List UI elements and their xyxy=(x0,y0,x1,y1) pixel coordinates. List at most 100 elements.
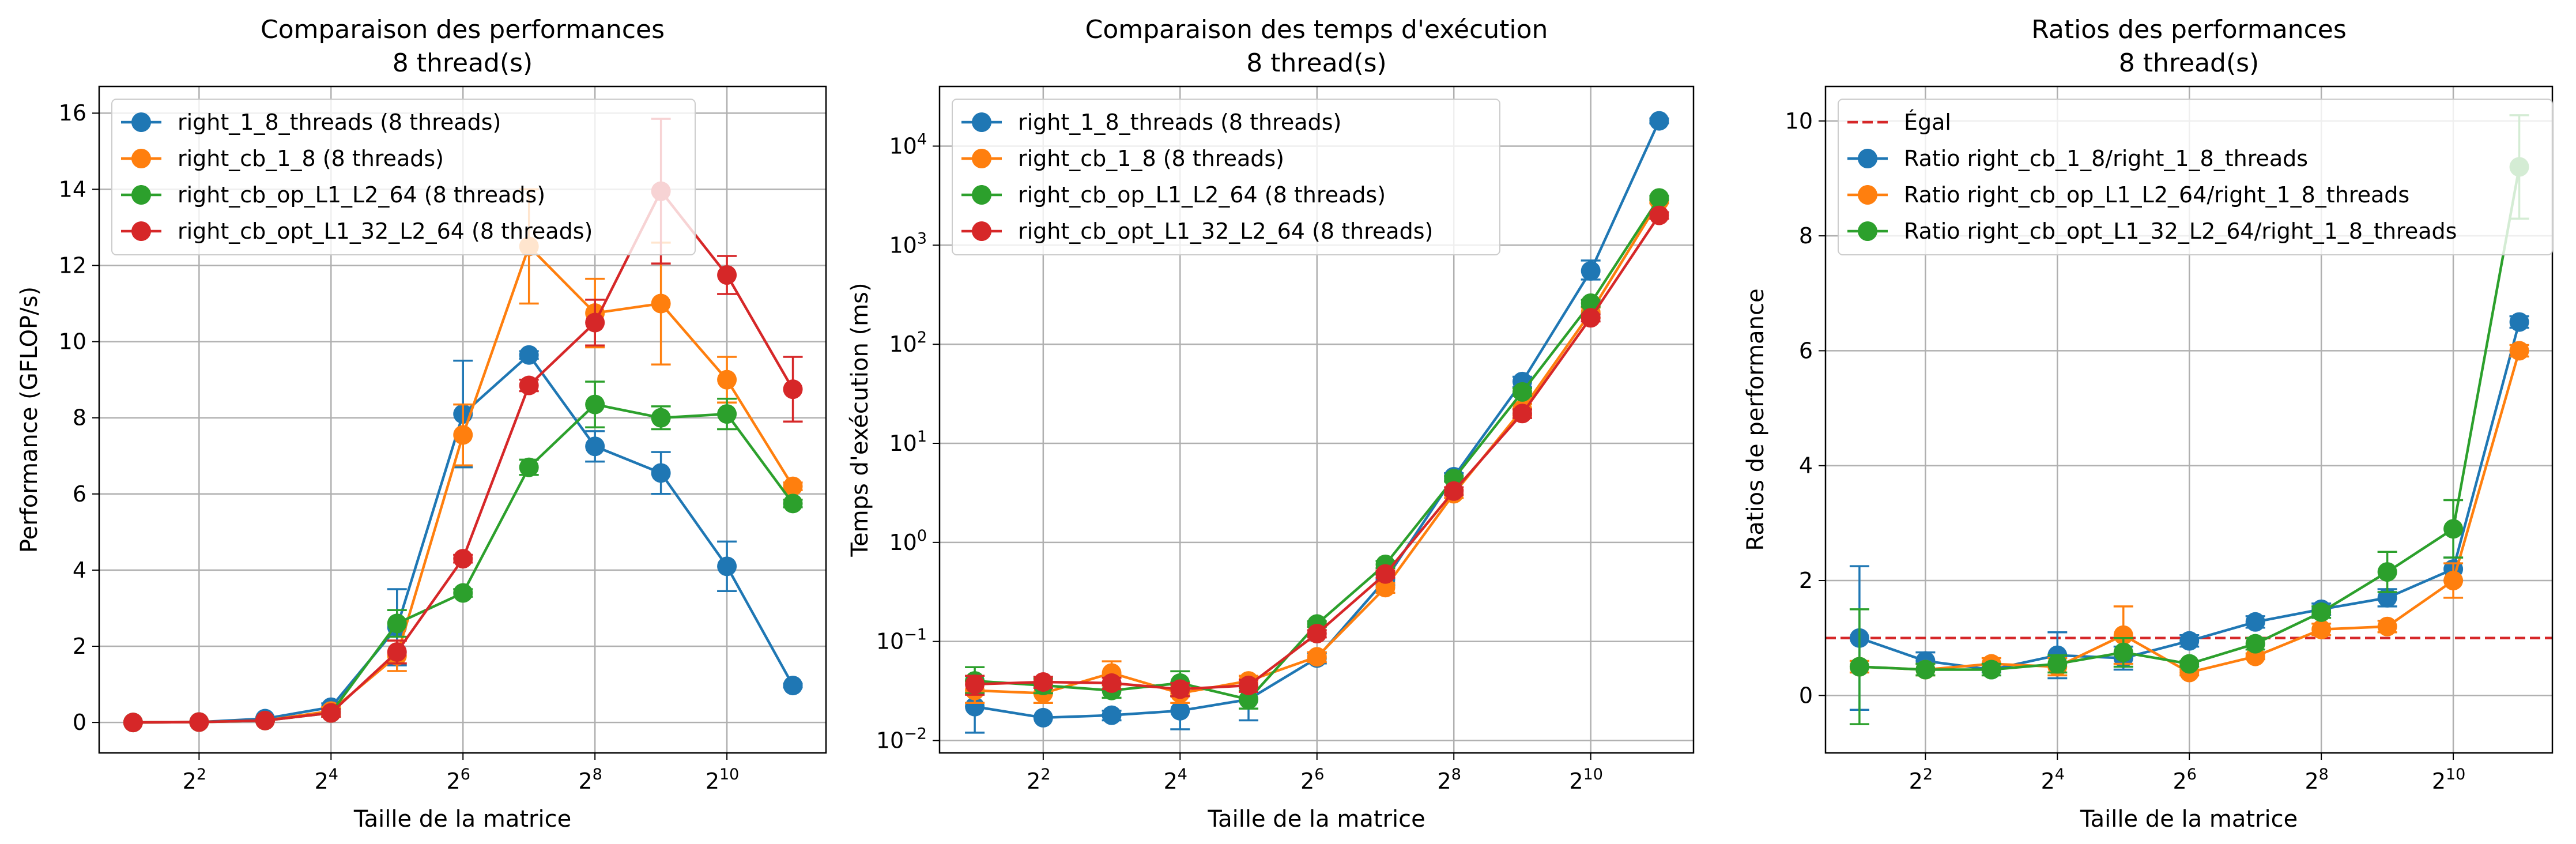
x-tick-label: 210 xyxy=(1569,766,1603,794)
legend-marker-point xyxy=(1858,185,1877,205)
x-tick-label: 22 xyxy=(1909,766,1933,794)
chart-subtitle: 8 thread(s) xyxy=(2119,48,2259,78)
y-tick-label: 6 xyxy=(73,481,86,507)
legend-box xyxy=(111,99,696,255)
data-point xyxy=(2179,631,2200,651)
legend-entry: Ratio right_cb_op_L1_L2_64/right_1_8_thr… xyxy=(1904,182,2409,208)
data-point xyxy=(2311,619,2332,639)
data-point xyxy=(1649,111,1669,131)
y-tick-label: 10−1 xyxy=(876,626,927,654)
data-point xyxy=(717,265,737,285)
data-point xyxy=(1307,647,1327,667)
data-point xyxy=(1375,564,1396,584)
x-tick-label: 24 xyxy=(2041,766,2065,794)
chart-subtitle: 8 thread(s) xyxy=(393,48,533,78)
data-point xyxy=(1512,404,1532,424)
data-point xyxy=(1849,657,1869,677)
legend-marker-point xyxy=(972,112,991,132)
x-tick-label: 26 xyxy=(1300,766,1324,794)
legend-entry: Ratio right_cb_opt_L1_32_L2_64/right_1_8… xyxy=(1904,218,2457,244)
data-point xyxy=(453,425,473,445)
plot-frame xyxy=(1824,85,2554,754)
x-axis-label: Taille de la matrice xyxy=(2080,806,2298,832)
data-point xyxy=(2245,634,2265,654)
data-point xyxy=(717,404,737,424)
series-3 xyxy=(1849,114,2529,725)
legend-box xyxy=(952,99,1500,255)
data-point xyxy=(965,674,985,694)
chart-title: Comparaison des temps d'exécution xyxy=(1085,15,1548,44)
data-point xyxy=(717,370,737,390)
y-tick-label: 101 xyxy=(889,428,927,456)
x-tick-label: 28 xyxy=(578,766,602,794)
data-point xyxy=(519,375,539,395)
data-point xyxy=(2443,519,2464,539)
y-tick-label: 6 xyxy=(1799,338,1813,363)
data-point xyxy=(387,642,407,662)
legend-entry: Ratio right_cb_1_8/right_1_8_threads xyxy=(1904,146,2308,171)
legend-box xyxy=(1838,99,2553,255)
data-point xyxy=(1649,188,1669,208)
y-tick-label: 0 xyxy=(73,710,86,735)
y-tick-label: 14 xyxy=(59,176,86,202)
data-point xyxy=(519,457,539,477)
data-point xyxy=(651,408,671,428)
data-point xyxy=(519,345,539,365)
data-point xyxy=(1239,675,1259,695)
chart-title: Comparaison des performances xyxy=(261,15,665,44)
y-tick-label: 0 xyxy=(1799,683,1813,708)
x-tick-label: 210 xyxy=(706,766,740,794)
data-point xyxy=(1915,660,1936,680)
x-tick-label: 22 xyxy=(1027,766,1050,794)
chart-panel-1: Comparaison des performances 8 thread(s) 2… xyxy=(16,15,827,832)
y-tick-label: 103 xyxy=(889,229,927,258)
legend-entry: right_1_8_threads (8 threads) xyxy=(1018,110,1341,135)
y-tick-label: 2 xyxy=(1799,568,1813,593)
data-point xyxy=(1102,705,1122,725)
legend-entry: right_cb_opt_L1_32_L2_64 (8 threads) xyxy=(178,218,593,244)
data-point xyxy=(453,583,473,603)
y-tick-label: 8 xyxy=(1799,223,1813,248)
data-point xyxy=(965,696,985,717)
data-point xyxy=(2245,612,2265,632)
data-point xyxy=(2377,562,2397,582)
series-4 xyxy=(965,205,1669,699)
legend-marker-point xyxy=(131,112,151,132)
legend-marker-point xyxy=(1858,149,1877,168)
y-axis-label: Ratios de performance xyxy=(1743,288,1769,551)
data-point xyxy=(1307,624,1327,644)
legend-entry: right_cb_1_8 (8 threads) xyxy=(178,146,444,171)
data-point xyxy=(585,312,605,333)
legend: right_1_8_threads (8 threads) right_cb_1_… xyxy=(111,99,696,255)
data-point xyxy=(1239,689,1259,710)
x-tick-label: 26 xyxy=(2173,766,2197,794)
data-point xyxy=(1033,672,1053,692)
data-point xyxy=(2113,625,2133,645)
legend-marker-point xyxy=(131,149,151,168)
plot-frame xyxy=(938,85,1695,754)
data-point xyxy=(123,713,143,733)
legend-marker-point xyxy=(131,221,151,241)
x-tick-label: 24 xyxy=(1164,766,1187,794)
y-tick-label: 100 xyxy=(889,527,927,555)
chart-panel-2: Comparaison des temps d'exécution 8 threa… xyxy=(847,15,1695,832)
plot-frame xyxy=(98,85,827,754)
data-point xyxy=(783,676,803,696)
data-point xyxy=(321,703,341,723)
data-point xyxy=(1581,308,1601,328)
legend-entry: right_cb_op_L1_L2_64 (8 threads) xyxy=(1018,182,1386,208)
data-point xyxy=(651,463,671,483)
data-point xyxy=(783,379,803,400)
data-point xyxy=(1581,261,1601,281)
data-point xyxy=(2377,616,2397,636)
y-tick-label: 10−2 xyxy=(876,725,927,753)
y-tick-label: 10 xyxy=(59,329,86,355)
data-point xyxy=(255,710,275,730)
data-point xyxy=(717,556,737,577)
data-point xyxy=(2047,654,2068,674)
chart-title: Ratios des performances xyxy=(2031,15,2347,44)
x-tick-label: 24 xyxy=(315,766,338,794)
data-point xyxy=(1170,679,1190,699)
